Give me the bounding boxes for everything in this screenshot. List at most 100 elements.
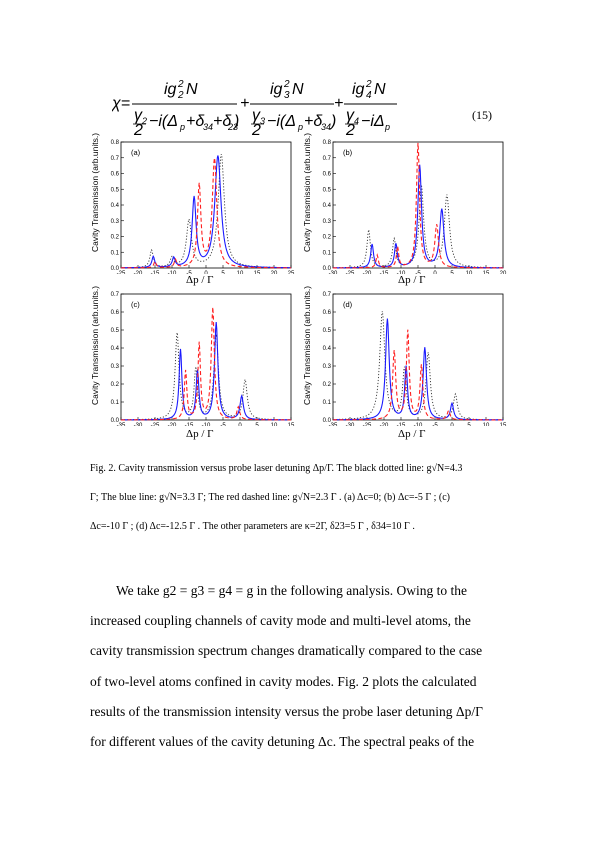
svg-text:2: 2 bbox=[345, 122, 355, 138]
svg-text:2: 2 bbox=[141, 116, 147, 126]
y-tick-label: 0.5 bbox=[323, 187, 332, 193]
svg-text:−iΔ: −iΔ bbox=[361, 113, 385, 130]
y-tick-label: 0.2 bbox=[111, 235, 120, 241]
body-line-4: of two-level atoms confined in cavity mo… bbox=[90, 673, 477, 689]
x-tick-label: 20 bbox=[500, 271, 507, 274]
x-tick-label: -15 bbox=[397, 423, 406, 426]
svg-text:2: 2 bbox=[283, 79, 290, 90]
chart-panel-b: 0.0 0.1 0.2 0.3 0.4 0.5 0.6 0.7 0.8 -30 -25 -20 -15 -… bbox=[323, 140, 507, 274]
y-tick-label: 0.1 bbox=[111, 250, 120, 256]
x-tick-label: -5 bbox=[186, 271, 192, 274]
series-line-red-dashed bbox=[333, 142, 503, 269]
svg-text:ig: ig bbox=[270, 81, 283, 98]
svg-text:): ) bbox=[329, 113, 336, 130]
y-tick-label: 0.6 bbox=[111, 172, 120, 178]
y-tick-label: 0.5 bbox=[323, 328, 332, 334]
x-tick-label: 5 bbox=[221, 271, 225, 274]
x-tick-label: -30 bbox=[134, 423, 143, 426]
x-tick-label: 20 bbox=[271, 271, 278, 274]
y-tick-label: 0.5 bbox=[111, 187, 120, 193]
svg-text:N: N bbox=[186, 81, 198, 98]
chart-panel-c: 0.0 0.1 0.2 0.3 0.4 0.5 0.6 0.7 -35 -30 -25 -20 -15 -… bbox=[111, 292, 295, 426]
x-tick-label: -15 bbox=[185, 423, 194, 426]
y-tick-label: 0.7 bbox=[111, 156, 120, 162]
svg-text:+: + bbox=[334, 95, 343, 112]
body-line-2: increased coupling channels of cavity mo… bbox=[90, 613, 471, 629]
x-tick-label: 15 bbox=[288, 423, 295, 426]
y-tick-label: 0.6 bbox=[323, 310, 332, 316]
y-tick-label: 0.1 bbox=[323, 250, 332, 256]
body-line-5: results of the transmission intensity ve… bbox=[90, 703, 483, 719]
y-tick-label: 0.7 bbox=[111, 292, 120, 298]
series-line-black-dotted bbox=[120, 154, 292, 269]
y-tick-label: 0.7 bbox=[323, 292, 332, 298]
x-tick-label: -10 bbox=[202, 423, 211, 426]
y-tick-label: 0.1 bbox=[323, 400, 332, 406]
x-tick-label: -20 bbox=[134, 271, 143, 274]
panel-label: (a) bbox=[131, 148, 141, 157]
body-line-1: We take g2 = g3 = g4 = g in the followin… bbox=[116, 583, 467, 598]
x-axis-label-d: Δp / Γ bbox=[398, 428, 426, 440]
caption-line-2: Γ; The blue line: g√N=3.3 Γ; The red das… bbox=[90, 492, 450, 503]
series-line-blue-solid bbox=[333, 164, 504, 269]
svg-text:−i(Δ: −i(Δ bbox=[149, 113, 178, 130]
x-tick-label: -25 bbox=[117, 271, 126, 274]
x-tick-label: -20 bbox=[363, 271, 372, 274]
svg-text:γ: γ bbox=[346, 107, 355, 124]
svg-text:+δ: +δ bbox=[213, 113, 232, 130]
y-tick-label: 0.4 bbox=[323, 203, 332, 209]
figure-caption: Fig. 2. Cavity transmission versus probe… bbox=[90, 454, 530, 541]
body-line-6: for different values of the cavity detun… bbox=[90, 734, 475, 750]
x-tick-label: 15 bbox=[483, 271, 490, 274]
svg-text:+δ: +δ bbox=[186, 113, 205, 130]
y-tick-label: 0.8 bbox=[323, 140, 332, 146]
svg-text:2: 2 bbox=[133, 122, 143, 138]
x-tick-label: 5 bbox=[467, 423, 471, 426]
panel-label: (c) bbox=[131, 300, 140, 309]
svg-text:+: + bbox=[240, 95, 249, 112]
series-line-red-dashed bbox=[121, 307, 291, 421]
y-tick-label: 0.0 bbox=[323, 418, 332, 424]
y-tick-label: 0.0 bbox=[111, 266, 120, 272]
y-tick-label: 0.3 bbox=[323, 364, 332, 370]
svg-text:p: p bbox=[297, 122, 303, 132]
x-tick-label: 15 bbox=[500, 423, 507, 426]
x-tick-label: -5 bbox=[432, 423, 438, 426]
body-line-3: cavity transmission spectrum changes dra… bbox=[90, 643, 483, 659]
panel-label: (d) bbox=[343, 300, 353, 309]
svg-text:γ: γ bbox=[252, 107, 261, 124]
y-tick-label: 0.0 bbox=[323, 266, 332, 272]
svg-text:2: 2 bbox=[365, 79, 372, 90]
x-tick-label: 0 bbox=[433, 271, 437, 274]
x-tick-label: -10 bbox=[168, 271, 177, 274]
x-tick-label: -30 bbox=[346, 423, 355, 426]
y-tick-label: 0.8 bbox=[111, 140, 120, 146]
svg-text:4: 4 bbox=[354, 116, 359, 126]
svg-text:p: p bbox=[384, 122, 390, 132]
x-tick-label: -25 bbox=[346, 271, 355, 274]
svg-text:3: 3 bbox=[260, 116, 265, 126]
equation-lhs: χ= bbox=[112, 95, 130, 112]
svg-text:34: 34 bbox=[321, 122, 331, 132]
y-tick-label: 0.4 bbox=[111, 203, 120, 209]
x-tick-label: -30 bbox=[329, 271, 338, 274]
svg-text:−i(Δ: −i(Δ bbox=[267, 113, 296, 130]
x-tick-label: -35 bbox=[117, 423, 126, 426]
svg-text:4: 4 bbox=[366, 90, 372, 101]
x-tick-label: -35 bbox=[329, 423, 338, 426]
svg-text:): ) bbox=[232, 113, 239, 130]
series-line-blue-solid bbox=[121, 322, 292, 421]
svg-text:2: 2 bbox=[177, 90, 184, 101]
series-line-black-dotted bbox=[332, 311, 504, 421]
svg-text:p: p bbox=[179, 122, 185, 132]
x-tick-label: -10 bbox=[414, 423, 423, 426]
body-paragraph: We take g2 = g3 = g4 = g in the followin… bbox=[90, 576, 506, 757]
x-tick-label: 0 bbox=[204, 271, 208, 274]
x-tick-label: -5 bbox=[220, 423, 226, 426]
x-tick-label: -20 bbox=[168, 423, 177, 426]
x-axis-label-b: Δp / Γ bbox=[398, 274, 426, 286]
y-tick-label: 0.5 bbox=[111, 328, 120, 334]
x-tick-label: 15 bbox=[254, 271, 261, 274]
svg-text:N: N bbox=[374, 81, 386, 98]
